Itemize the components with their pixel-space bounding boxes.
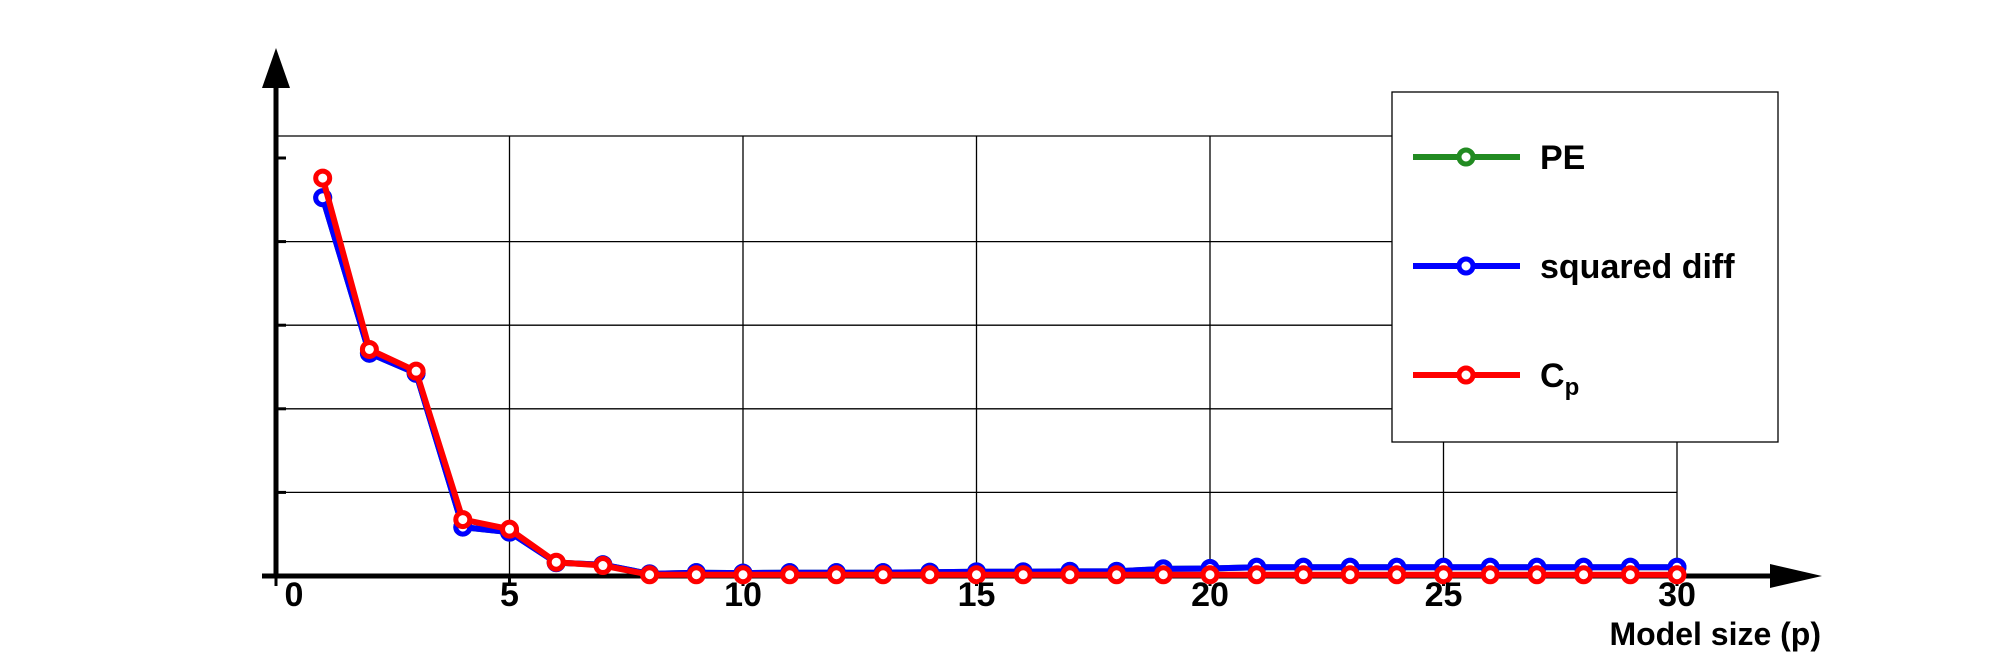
data-point (1574, 565, 1594, 585)
data-point (1527, 565, 1547, 585)
data-point (406, 361, 426, 381)
x-tick-label: 15 (958, 576, 996, 614)
x-axis-title: Model size (p) (1609, 616, 1821, 652)
data-point (1060, 565, 1080, 585)
x-tick-label: 20 (1191, 576, 1229, 614)
series-2 (313, 168, 1687, 585)
data-point (873, 565, 893, 585)
data-point (500, 519, 519, 539)
data-point (686, 565, 706, 585)
legend-marker (1456, 365, 1476, 385)
data-point (1107, 565, 1127, 585)
data-point (1387, 565, 1407, 585)
legend-item: squared diff (1413, 248, 1735, 286)
data-point (1293, 565, 1313, 585)
y-axis-arrow-icon (262, 48, 290, 88)
series-group (313, 168, 1687, 585)
x-tick-label: 0 (285, 576, 304, 614)
data-point (1434, 565, 1453, 585)
data-point (780, 565, 800, 585)
data-point (359, 339, 379, 359)
legend-marker (1456, 147, 1476, 167)
x-tick-label: 5 (500, 576, 519, 614)
data-point (1667, 565, 1687, 585)
data-point (826, 565, 846, 585)
data-point (546, 552, 566, 572)
x-axis-arrow-icon (1770, 564, 1822, 588)
data-point (1200, 565, 1220, 585)
data-point (733, 565, 753, 585)
x-tick-label: 10 (724, 576, 762, 614)
legend-marker (1456, 256, 1476, 276)
x-tick-labels: 0 5 10 15 20 25 30 (285, 576, 1696, 614)
data-point (453, 510, 473, 530)
legend-label: PE (1540, 139, 1585, 177)
data-point (1340, 565, 1360, 585)
x-tick-label: 30 (1658, 576, 1696, 614)
data-point (313, 168, 333, 188)
data-point (967, 565, 986, 585)
data-point (1013, 565, 1033, 585)
data-point (640, 565, 660, 585)
data-point (1247, 565, 1267, 585)
x-tick-label: 25 (1425, 576, 1463, 614)
legend-item: PE (1413, 139, 1585, 177)
data-point (1153, 565, 1173, 585)
data-point (1480, 565, 1500, 585)
data-point (1620, 565, 1640, 585)
data-point (920, 565, 940, 585)
legend-label: squared diff (1540, 248, 1735, 286)
data-point (593, 556, 613, 576)
